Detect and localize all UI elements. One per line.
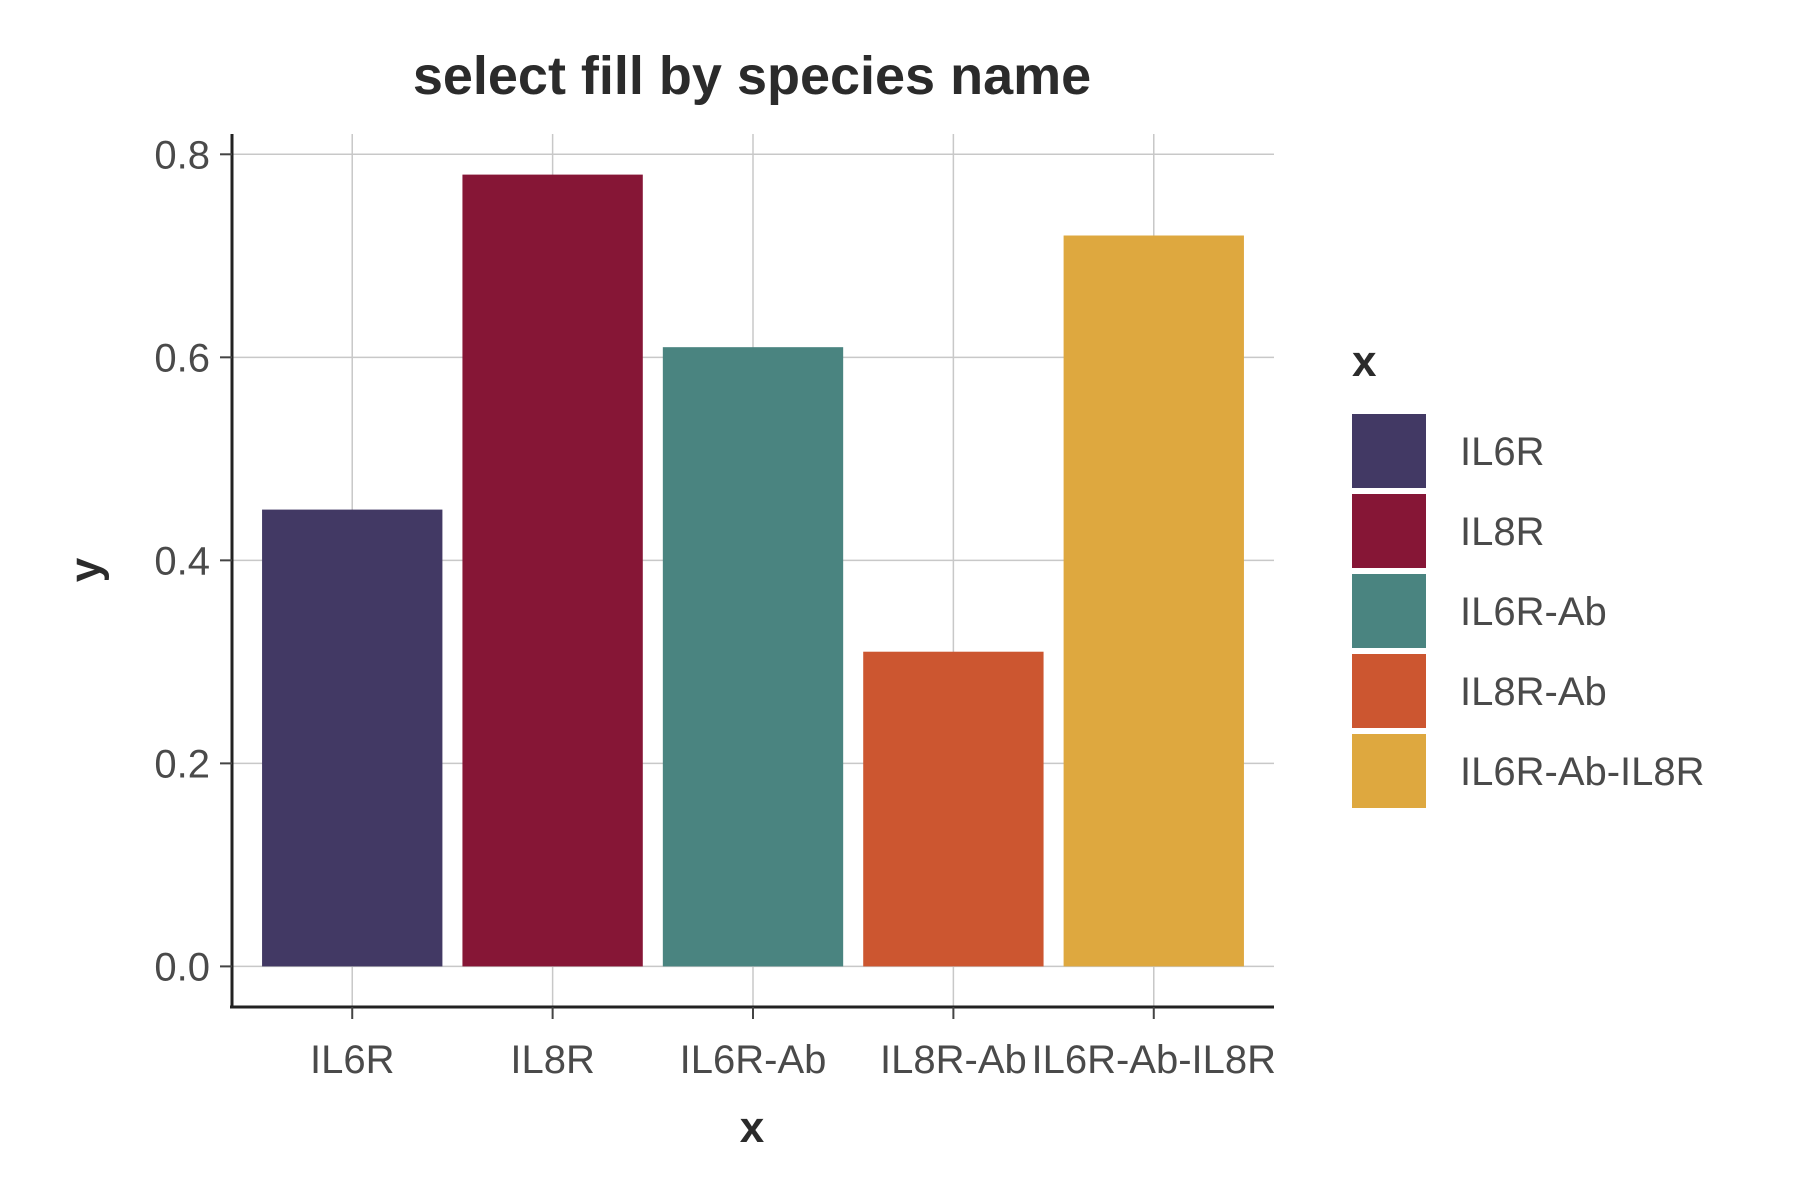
bars — [262, 174, 1244, 967]
x-tick-label: IL6R — [310, 1038, 395, 1082]
x-tick-label: IL8R-Ab — [880, 1038, 1027, 1082]
y-tick-label: 0.8 — [154, 133, 210, 177]
legend-swatch — [1352, 654, 1426, 728]
x-tick-label: IL6R-Ab-IL8R — [1031, 1038, 1276, 1082]
legend-swatch — [1352, 734, 1426, 808]
y-tick-label: 0.2 — [154, 742, 210, 786]
y-tick-label: 0.6 — [154, 336, 210, 380]
x-tick-label: IL8R — [510, 1038, 595, 1082]
bar-il8r — [462, 174, 643, 967]
legend-swatch — [1352, 494, 1426, 568]
x-tick-label: IL6R-Ab — [680, 1038, 827, 1082]
bar-il6r-ab — [662, 347, 844, 967]
ticks: 0.0 0.2 0.4 0.6 0.8 IL6R IL8R IL6R-Ab IL8R-Ab IL6… — [154, 133, 1276, 1082]
legend-swatch — [1352, 574, 1426, 648]
legend-label: IL6R — [1460, 430, 1545, 474]
legend-label: IL6R-Ab — [1460, 590, 1607, 634]
legend-label: IL6R-Ab-IL8R — [1460, 750, 1705, 794]
legend-swatch — [1352, 414, 1426, 488]
legend-label: IL8R-Ab — [1460, 670, 1607, 714]
bar-il6r-ab-il8r — [1063, 235, 1244, 967]
y-tick-label: 0.4 — [154, 539, 210, 583]
y-tick-label: 0.0 — [154, 945, 210, 989]
y-axis-title: y — [61, 557, 110, 582]
bar-il8r-ab — [863, 651, 1044, 967]
x-axis-title: x — [740, 1103, 765, 1152]
legend-title: x — [1352, 337, 1377, 386]
chart-title: select fill by species name — [413, 46, 1091, 106]
legend: x IL6R IL8R IL6R-Ab IL8R-Ab IL6R-Ab-IL8R — [1352, 337, 1705, 808]
bar-il6r — [262, 509, 443, 967]
legend-label: IL8R — [1460, 510, 1545, 554]
